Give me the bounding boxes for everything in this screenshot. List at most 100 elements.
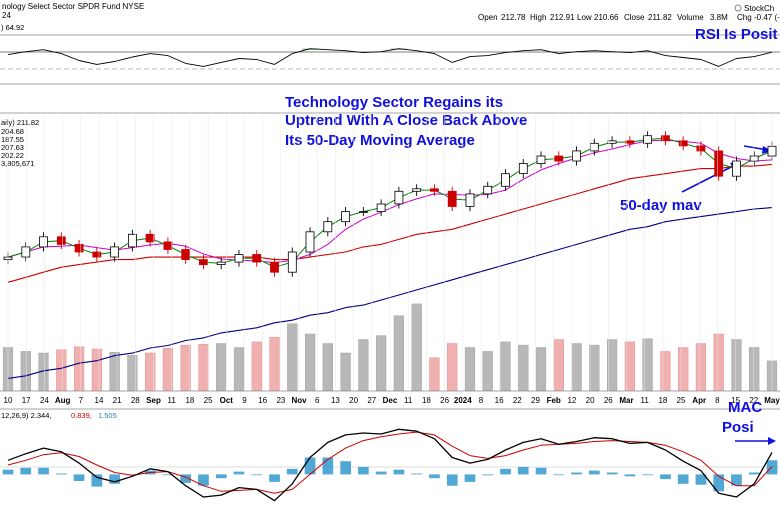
candle-body xyxy=(92,251,102,258)
macd-histogram-bar xyxy=(624,474,636,477)
candle-body xyxy=(56,236,66,245)
volume-bar xyxy=(287,323,298,392)
date-tick-label: 17 xyxy=(22,396,31,405)
date-axis: 10 17 24 Aug 7 14 21 28 Sep 11 18 25 Oct 9 16 23 Nov 6 13 2… xyxy=(0,113,780,410)
price-candle xyxy=(714,146,724,181)
volume-bar xyxy=(20,351,31,392)
date-tick-label: 22 xyxy=(513,396,522,405)
high-label: High xyxy=(530,13,546,22)
candle-body xyxy=(501,173,510,187)
volume-bar xyxy=(464,347,476,392)
close-arrow xyxy=(743,145,772,154)
macd-histogram-bar xyxy=(500,468,511,475)
volume-bar xyxy=(749,347,760,392)
candle-body xyxy=(572,150,581,162)
macd-histogram-bar xyxy=(393,469,405,475)
volume-bar xyxy=(535,347,547,392)
price-candle xyxy=(216,257,226,270)
date-tick-label: 15 xyxy=(731,396,740,405)
date-tick-label: 25 xyxy=(677,396,686,405)
date-tick-label: 20 xyxy=(349,396,358,405)
macd-histogram-bar xyxy=(517,466,529,475)
volume-bar xyxy=(500,341,511,392)
price-candle xyxy=(145,229,155,247)
rsi-label: ) 64.92 xyxy=(1,23,24,32)
candle-body xyxy=(341,211,351,223)
legend-ma50: 204.68 xyxy=(1,127,24,136)
macd-histogram-bar xyxy=(446,474,458,486)
price-candle xyxy=(554,151,564,166)
price-candle xyxy=(341,207,351,227)
candle-body xyxy=(216,261,226,266)
date-tick-label: 22 xyxy=(749,396,758,405)
macd-line xyxy=(7,428,773,502)
macd-histogram-bar xyxy=(269,474,280,482)
date-tick-label: Apr xyxy=(692,396,706,405)
candle-body xyxy=(234,254,244,263)
date-tick-label: 28 xyxy=(131,396,140,405)
price-candle xyxy=(429,184,439,196)
chg-value: -0.47 (-0 xyxy=(754,13,780,22)
price-candle xyxy=(323,217,333,237)
price-label: aily) 211.82 xyxy=(1,118,39,127)
candle-body xyxy=(163,241,173,250)
candle-body xyxy=(358,211,368,214)
candle-body xyxy=(678,140,688,147)
date-tick-label: 26 xyxy=(604,396,613,405)
macd-histogram-bar xyxy=(464,474,476,482)
legend-ma10: 207.63 xyxy=(1,143,24,152)
ohlc-readout: Open 212.78 High 212.91 Low 210.66 Close… xyxy=(478,13,780,22)
candle-body xyxy=(252,254,262,263)
rsi-panel: ) 64.92 RSI Is Posit xyxy=(0,23,780,85)
candle-body xyxy=(74,243,84,253)
mav-annotation: 50-day mav xyxy=(620,197,702,214)
price-candle xyxy=(252,250,262,267)
candle-body xyxy=(749,155,759,162)
volume-bar xyxy=(358,339,369,392)
macd-signal-label: 0.839, xyxy=(71,411,92,420)
macd-histogram-bar xyxy=(411,473,422,475)
price-candle xyxy=(39,232,48,252)
macd-histogram-bar xyxy=(233,471,245,475)
price-candle xyxy=(696,141,706,156)
volume-bar xyxy=(305,333,316,392)
volume-bar xyxy=(411,303,422,392)
volume-value: 3.8M xyxy=(710,13,728,22)
candle-body xyxy=(625,140,635,144)
legend-ma200: 187.55 xyxy=(1,135,24,144)
volume-bar xyxy=(233,347,245,392)
macd-histogram-bar xyxy=(198,474,209,486)
volume-bar xyxy=(447,343,458,392)
candle-body xyxy=(287,251,297,273)
date-tick-label: 8 xyxy=(715,396,720,405)
price-candle xyxy=(661,131,670,146)
candle-body xyxy=(643,135,652,144)
chg-label: Chg xyxy=(737,13,752,22)
macd-histogram-bar xyxy=(553,474,565,476)
date-tick-label: Feb xyxy=(547,396,561,405)
price-candle xyxy=(501,169,510,191)
low-label: Low xyxy=(577,13,592,22)
date-tick-label: 21 xyxy=(113,396,122,405)
macd-annotation-line-1: MAC xyxy=(728,399,762,416)
volume-bar xyxy=(713,333,724,392)
price-candle xyxy=(625,136,635,148)
macd-histogram-bar xyxy=(748,472,760,475)
price-candle xyxy=(536,151,546,169)
stockcharts-logo: StockCh xyxy=(734,4,774,13)
volume-bar xyxy=(109,352,120,392)
price-candle xyxy=(21,242,31,262)
macd-histogram-bar xyxy=(660,474,671,480)
rsi-overbought-fill xyxy=(390,48,407,50)
candle-body xyxy=(394,190,404,205)
date-tick-label: 27 xyxy=(367,396,376,405)
logo-text: StockCh xyxy=(744,4,774,13)
macd-histogram-bar xyxy=(606,472,618,475)
candle-body xyxy=(323,221,333,233)
macd-histogram-bar xyxy=(375,471,387,475)
candle-body xyxy=(412,188,422,192)
candle-body xyxy=(518,163,528,175)
date-tick-label: May xyxy=(764,396,780,405)
price-candle xyxy=(110,242,119,262)
